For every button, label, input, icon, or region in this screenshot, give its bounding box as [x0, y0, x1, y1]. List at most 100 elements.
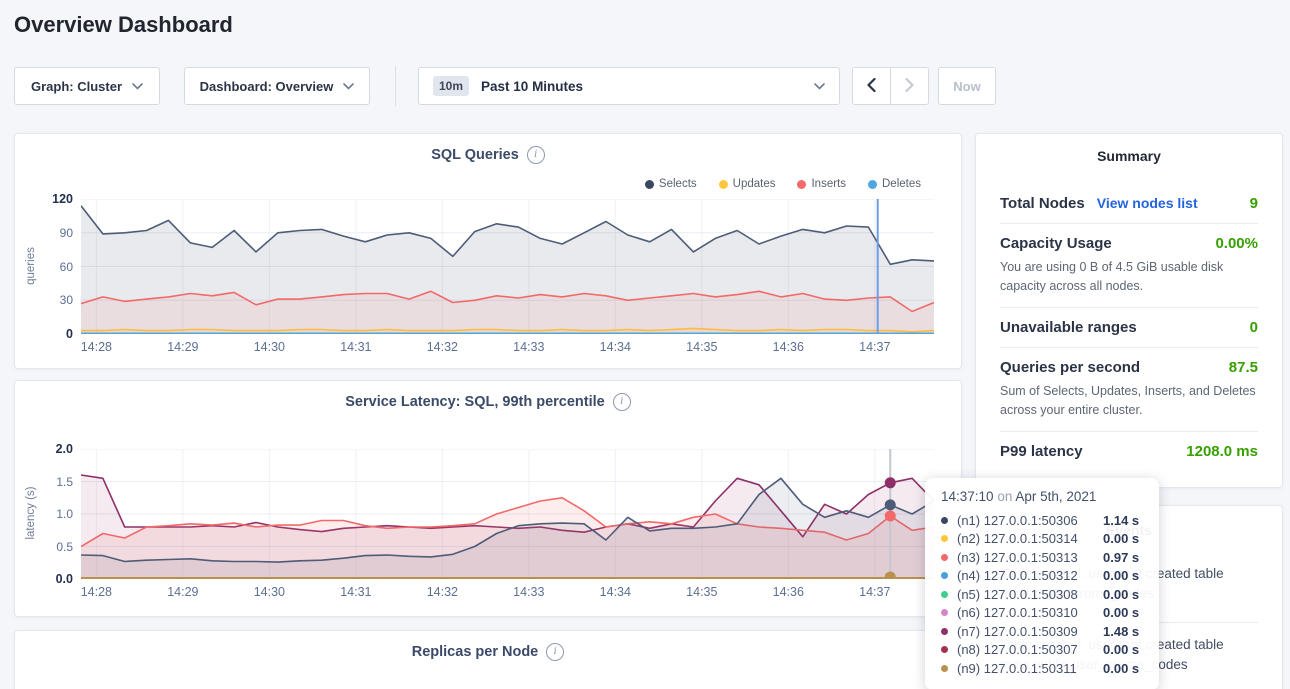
summary-row-capacity: Capacity Usage 0.00% You are using 0 B o… — [1000, 223, 1258, 307]
legend-label: Selects — [658, 178, 697, 190]
node-color-dot-icon — [941, 535, 948, 543]
node-address: (n2) 127.0.0.1:50314 — [957, 531, 1078, 547]
legend-item-deletes[interactable]: Deletes — [868, 178, 921, 190]
time-prev-button[interactable] — [852, 67, 891, 105]
capacity-description: You are using 0 B of 4.5 GiB usable disk… — [1000, 260, 1224, 293]
service-latency-card: Service Latency: SQL, 99th percentile i … — [14, 380, 962, 617]
x-axis-tick: 14:31 — [340, 340, 372, 354]
node-latency-value: 0.00 s — [1103, 642, 1140, 658]
legend-label: Updates — [732, 178, 776, 190]
chart-title: SQL Queries — [431, 147, 519, 163]
time-next-button[interactable] — [890, 67, 929, 105]
service-latency-chart[interactable] — [81, 449, 934, 579]
time-range-dropdown[interactable]: 10m Past 10 Minutes — [418, 67, 840, 105]
time-now-button[interactable]: Now — [938, 67, 996, 105]
x-axis-tick: 14:32 — [426, 340, 458, 354]
qps-description: Sum of Selects, Updates, Inserts, and De… — [1000, 384, 1256, 417]
sql-queries-chart[interactable] — [81, 199, 934, 334]
tooltip-rows: (n1) 127.0.0.1:50306 1.14 s (n2) 127.0.0.1… — [941, 511, 1143, 678]
x-axis-tick: 14:30 — [253, 340, 285, 354]
node-color-dot-icon — [941, 553, 948, 561]
graph-scope-dropdown[interactable]: Graph: Cluster — [14, 67, 160, 105]
y-axis-tick: 90 — [59, 225, 73, 240]
node-color-dot-icon — [941, 609, 948, 617]
x-axis-tick: 14:29 — [167, 585, 199, 599]
x-axis-tick: 14:28 — [80, 585, 112, 599]
node-address: (n5) 127.0.0.1:50308 — [957, 586, 1078, 602]
chart-legend: Selects Updates Inserts Deletes — [644, 178, 921, 190]
y-axis-tick: 120 — [52, 192, 73, 206]
dashboard-label: Dashboard: Overview — [199, 78, 334, 94]
chevron-down-icon — [343, 82, 355, 90]
node-latency-value: 0.00 s — [1103, 660, 1140, 676]
legend-dot-icon — [718, 179, 728, 189]
legend-item-selects[interactable]: Selects — [644, 178, 697, 190]
capacity-value: 0.00% — [1215, 235, 1258, 252]
toolbar-divider — [395, 66, 396, 106]
node-latency-value: 0.00 s — [1103, 586, 1140, 602]
graph-scope-label: Graph: Cluster — [30, 78, 122, 94]
node-latency-value: 1.14 s — [1103, 512, 1140, 528]
now-button-label: Now — [953, 78, 981, 94]
y-axis-tick: 30 — [59, 293, 73, 308]
x-axis-tick: 14:36 — [772, 585, 804, 599]
node-latency-value: 1.48 s — [1103, 623, 1140, 639]
node-color-dot-icon — [941, 572, 948, 580]
total-nodes-value: 9 — [1249, 195, 1258, 212]
chevron-left-icon — [867, 77, 876, 95]
time-range-label: Past 10 Minutes — [481, 78, 584, 94]
node-address: (n3) 127.0.0.1:50313 — [957, 549, 1078, 565]
p99-latency-label: P99 latency — [1000, 443, 1083, 460]
node-address: (n4) 127.0.0.1:50312 — [957, 568, 1078, 584]
x-axis-tick: 14:29 — [167, 340, 199, 354]
y-axis-tick: 0 — [66, 327, 73, 341]
dashboard-dropdown[interactable]: Dashboard: Overview — [184, 67, 370, 105]
node-color-dot-icon — [941, 516, 948, 524]
legend-dot-icon — [868, 179, 877, 189]
unavailable-ranges-label: Unavailable ranges — [1000, 319, 1137, 336]
x-axis-tick: 14:36 — [772, 340, 804, 354]
tooltip-node-row: (n1) 127.0.0.1:50306 1.14 s — [941, 511, 1143, 530]
unavailable-ranges-value: 0 — [1249, 319, 1258, 336]
x-axis-tick: 14:31 — [340, 585, 372, 599]
legend-label: Inserts — [811, 178, 846, 190]
y-axis-tick: 0.5 — [56, 539, 73, 554]
tooltip-node-row: (n6) 127.0.0.1:50310 0.00 s — [941, 604, 1143, 623]
node-address: (n7) 127.0.0.1:50309 — [957, 623, 1078, 639]
legend-dot-icon — [797, 179, 807, 189]
legend-item-updates[interactable]: Updates — [718, 178, 776, 190]
x-axis-tick: 14:32 — [426, 585, 458, 599]
node-color-dot-icon — [941, 627, 948, 635]
x-axis-tick: 14:35 — [686, 585, 718, 599]
info-icon[interactable]: i — [526, 146, 545, 164]
info-icon[interactable]: i — [546, 643, 565, 661]
chart-hover-tooltip: 14:37:10 on Apr 5th, 2021 (n1) 127.0.0.1… — [925, 478, 1159, 689]
node-latency-value: 0.00 s — [1103, 531, 1140, 547]
x-axis-tick: 14:28 — [80, 340, 112, 354]
x-axis-tick: 14:34 — [599, 585, 631, 599]
x-axis-tick: 14:37 — [859, 585, 891, 599]
summary-title: Summary — [1097, 148, 1161, 164]
x-axis-tick: 14:34 — [599, 340, 631, 354]
node-address: (n1) 127.0.0.1:50306 — [957, 512, 1078, 528]
y-axis-tick: 60 — [59, 259, 73, 274]
x-axis-tick: 14:30 — [253, 585, 285, 599]
x-axis-tick: 14:35 — [686, 340, 718, 354]
x-axis-tick: 14:33 — [513, 585, 545, 599]
view-nodes-list-link[interactable]: View nodes list — [1096, 195, 1198, 211]
y-axis-tick: 0.0 — [55, 572, 73, 586]
tooltip-timestamp: 14:37:10 on Apr 5th, 2021 — [941, 489, 1097, 504]
info-icon[interactable]: i — [612, 393, 631, 411]
node-address: (n6) 127.0.0.1:50310 — [957, 605, 1078, 621]
chevron-right-icon — [905, 77, 914, 95]
legend-dot-icon — [644, 179, 654, 189]
tooltip-node-row: (n5) 127.0.0.1:50308 0.00 s — [941, 585, 1143, 604]
tooltip-node-row: (n9) 127.0.0.1:50311 0.00 s — [941, 659, 1143, 678]
node-address: (n8) 127.0.0.1:50307 — [957, 642, 1078, 658]
p99-latency-value: 1208.0 ms — [1186, 443, 1258, 460]
legend-item-inserts[interactable]: Inserts — [797, 178, 846, 190]
tooltip-node-row: (n7) 127.0.0.1:50309 1.48 s — [941, 622, 1143, 641]
y-axis-tick: 2.0 — [55, 442, 73, 456]
chart-title: Service Latency: SQL, 99th percentile — [345, 394, 605, 410]
